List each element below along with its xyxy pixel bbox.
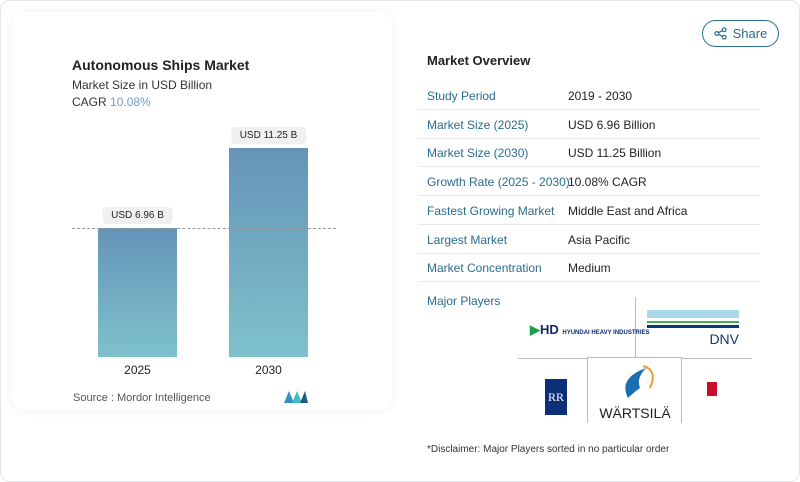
overview-row: Market Concentration Medium: [418, 253, 760, 283]
row-label: Fastest Growing Market: [427, 203, 555, 218]
cagr-label: CAGR: [72, 95, 107, 109]
logo-kongsberg: [707, 382, 717, 396]
share-button[interactable]: Share: [702, 20, 779, 47]
row-label: Market Size (2025): [427, 117, 529, 132]
row-value: USD 11.25 Billion: [568, 146, 662, 161]
logo-dnv: DNV: [647, 310, 739, 347]
reference-line: [72, 228, 336, 229]
logo-wartsila: WÄRTSILÄ: [587, 357, 682, 423]
mordor-logo-icon: [284, 391, 308, 403]
share-icon: [713, 27, 727, 40]
chart-card: [12, 12, 392, 410]
row-value: 2019 - 2030: [568, 89, 633, 103]
cagr: CAGR 10.08%: [72, 95, 151, 109]
overview-row: Market Size (2030) USD 11.25 Billion: [418, 138, 760, 168]
row-value: 10.08% CAGR: [568, 175, 647, 190]
overview-row: Growth Rate (2025 - 2030) 10.08% CAGR: [418, 167, 760, 197]
share-label: Share: [732, 26, 768, 41]
source: Source : Mordor Intelligence: [73, 392, 211, 404]
bar-2025: [98, 227, 177, 357]
logo-hyundai: ▶HD HYUNDAI HEAVY INDUSTRIES: [530, 322, 650, 337]
overview-title: Market Overview: [427, 53, 531, 68]
cagr-value: 10.08%: [110, 95, 151, 109]
chart-title: Autonomous Ships Market: [72, 57, 250, 73]
x-tick-label: 2030: [255, 363, 282, 377]
data-label: USD 11.25 B: [230, 127, 307, 144]
row-value: Medium: [568, 261, 611, 276]
wartsila-logo-icon: WÄRTSILÄ: [599, 365, 671, 421]
disclaimer: *Disclaimer: Major Players sorted in no …: [427, 444, 670, 455]
major-players-title: Major Players: [427, 294, 501, 308]
data-label: USD 6.96 B: [102, 206, 173, 224]
bar-2030: [229, 148, 308, 357]
row-label: Largest Market: [427, 232, 508, 247]
row-value: USD 6.96 Billion: [568, 117, 656, 132]
logo-rolls-royce: RR: [545, 379, 567, 415]
row-value: Asia Pacific: [568, 232, 631, 247]
divider: [635, 297, 636, 358]
x-tick-label: 2025: [124, 363, 151, 377]
row-label: Growth Rate (2025 - 2030): [427, 175, 570, 190]
overview-row: Study Period 2019 - 2030: [418, 81, 760, 110]
row-label: Market Size (2030): [427, 146, 529, 161]
overview-row: Market Size (2025) USD 6.96 Billion: [418, 110, 760, 139]
svg-text:WÄRTSILÄ: WÄRTSILÄ: [599, 405, 671, 421]
overview-row: Fastest Growing Market Middle East and Af…: [418, 196, 760, 225]
chart-subtitle: Market Size in USD Billion: [72, 78, 213, 92]
overview-row: Largest Market Asia Pacific: [418, 225, 760, 254]
row-value: Middle East and Africa: [568, 203, 688, 218]
row-label: Market Concentration: [427, 261, 542, 276]
row-label: Study Period: [427, 89, 496, 103]
